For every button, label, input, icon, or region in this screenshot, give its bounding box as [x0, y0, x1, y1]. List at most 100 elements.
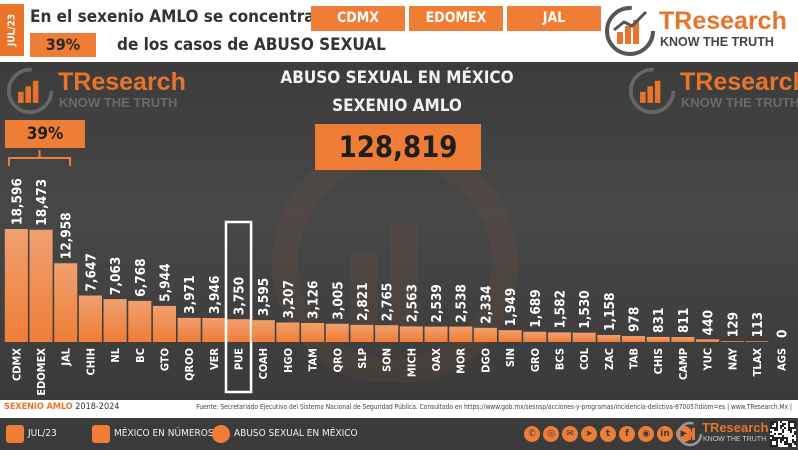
footer-date: JUL/23	[28, 428, 57, 439]
value-label-qroo: 3,971	[182, 275, 198, 313]
value-label-camp: 811	[676, 308, 692, 333]
calendar-icon	[6, 425, 24, 443]
brand-logo[interactable]: TResearch KNOW THE TRUTH	[604, 4, 794, 56]
value-label-ags: 0	[775, 330, 791, 338]
value-label-tam: 3,126	[306, 281, 322, 319]
twitter-icon[interactable]: t	[600, 426, 616, 442]
category-label-jal: JAL	[60, 347, 73, 366]
footer-brand-name: TResearch	[702, 420, 769, 435]
footer-section[interactable]: MÉXICO EN NÚMEROS	[114, 428, 214, 439]
category-label-sin: SIN	[504, 348, 517, 367]
bar-camp	[671, 337, 695, 342]
footer-logo-icon[interactable]	[676, 420, 766, 448]
chart-subtitle: SEXENIO AMLO	[332, 96, 462, 116]
source-bar: SEXENIO AMLO 2018-2024 Fuente: Secretari…	[0, 400, 798, 416]
category-label-dgo: DGO	[479, 348, 492, 373]
telegram-icon[interactable]: ➤	[581, 426, 597, 442]
value-label-oax: 2,539	[429, 284, 445, 322]
bar-sin	[498, 330, 522, 342]
brand-tagline: KNOW THE TRUTH	[660, 35, 774, 49]
bar-mor	[449, 326, 473, 342]
bar-bc	[128, 300, 152, 342]
category-label-coah: COAH	[257, 348, 270, 379]
value-label-jal: 12,958	[59, 212, 75, 259]
bar-jal	[54, 263, 78, 342]
bar-slp	[350, 324, 374, 342]
category-label-slp: SLP	[356, 348, 369, 369]
map-icon	[92, 425, 110, 443]
total-value: 128,819	[315, 124, 481, 170]
bar-tab	[621, 336, 646, 342]
bar-son	[375, 325, 399, 342]
footer-brand-tagline: KNOW THE TRUTH	[703, 436, 767, 443]
category-label-nay: NAY	[726, 347, 739, 370]
value-label-chih: 7,647	[83, 253, 99, 291]
category-label-mich: MICH	[405, 348, 418, 377]
bar-oax	[424, 326, 448, 342]
source-text: Fuente: Secretariado Ejecutivo del Siste…	[196, 403, 792, 411]
category-label-zac: ZAC	[603, 348, 616, 370]
bar-edomex	[29, 229, 53, 342]
globe-icon[interactable]: ◎	[543, 426, 559, 442]
logo-mark-icon	[6, 67, 54, 114]
bar-col	[572, 332, 596, 342]
watermark-brand-tagline: KNOW THE TRUTH	[59, 95, 178, 110]
bar-yuc	[696, 339, 720, 342]
bar-mich	[399, 326, 423, 342]
value-label-bcs: 1,582	[552, 290, 568, 328]
category-label-yuc: YUC	[702, 348, 715, 371]
category-label-nl: NL	[109, 347, 122, 362]
category-label-qro: QRO	[331, 348, 344, 372]
bar-qro	[325, 323, 349, 342]
value-label-edomex: 18,473	[34, 179, 50, 226]
category-label-bc: BC	[134, 348, 147, 363]
instagram-icon[interactable]: ◉	[638, 426, 654, 442]
date-tag-text: JUL/23	[6, 13, 18, 47]
value-label-mich: 2,563	[404, 284, 420, 322]
logo-mark-icon	[629, 67, 676, 114]
whatsapp-icon[interactable]: ✆	[524, 426, 540, 442]
bar-chis	[646, 336, 670, 342]
value-label-hgo: 3,207	[281, 280, 297, 318]
bar-gro	[523, 331, 547, 342]
mail-icon[interactable]: ✉	[562, 426, 578, 442]
category-label-hgo: HGO	[282, 348, 295, 373]
value-label-nl: 7,063	[108, 257, 124, 295]
brand-name: TResearch	[659, 7, 787, 35]
value-label-nay: 129	[725, 312, 741, 337]
bar-gto	[152, 305, 177, 342]
category-label-ags: AGS	[776, 348, 789, 371]
value-label-zac: 1,158	[602, 293, 618, 331]
facebook-icon[interactable]: f	[619, 426, 635, 442]
footer-topic[interactable]: ABUSO SEXUAL EN MÉXICO	[234, 428, 358, 439]
logo-mark-icon	[605, 6, 655, 56]
footer: JUL/23 MÉXICO EN NÚMEROS ABUSO SEXUAL EN…	[0, 418, 798, 450]
headline-line1: En el sexenio AMLO se concentran en	[30, 7, 353, 27]
bar-nl	[103, 299, 127, 342]
category-label-chis: CHIS	[652, 348, 665, 374]
linkedin-icon[interactable]: in	[657, 426, 673, 442]
headline-line2: de los casos de ABUSO SEXUAL	[117, 35, 386, 55]
category-label-pue: PUE	[233, 348, 246, 370]
bar-coah	[251, 320, 275, 342]
value-label-bc: 6,768	[133, 258, 149, 296]
period-label: SEXENIO AMLO 2018-2024	[4, 402, 119, 412]
category-label-tam: TAM	[307, 348, 320, 371]
bar-qroo	[177, 317, 201, 342]
qr-code-icon[interactable]	[770, 421, 796, 447]
bar-bcs	[547, 332, 572, 342]
value-label-tab: 978	[627, 307, 643, 332]
date-tag: JUL/23	[0, 4, 24, 56]
value-label-col: 1,530	[577, 290, 593, 328]
header: JUL/23 En el sexenio AMLO se concentran …	[0, 0, 798, 62]
value-label-dgo: 2,334	[478, 285, 494, 323]
category-label-col: COL	[578, 347, 591, 370]
bar-chih	[78, 295, 102, 342]
bar-tlax	[745, 341, 769, 342]
bar-dgo	[473, 327, 497, 342]
value-label-coah: 3,595	[256, 278, 272, 316]
value-label-yuc: 440	[701, 310, 717, 335]
category-label-camp: CAMP	[677, 348, 690, 380]
value-label-gro: 1,689	[528, 289, 544, 327]
share-badge: 39%	[30, 33, 96, 57]
